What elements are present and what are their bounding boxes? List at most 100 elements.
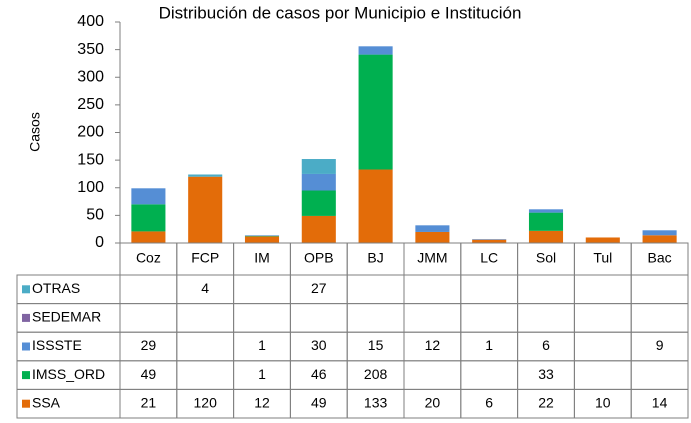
table-cell [119, 303, 178, 333]
table-cell [176, 360, 235, 390]
table-value: 49 [311, 394, 327, 410]
bar-segment [528, 230, 564, 243]
bar-segment [358, 54, 393, 170]
table-cell [403, 303, 462, 333]
y-tick-label: 50 [86, 207, 104, 224]
table-value: 14 [652, 394, 668, 410]
table-value: 49 [141, 366, 157, 382]
table-cell [460, 274, 519, 305]
chart-title: Distribución de casos por Municipio e In… [159, 3, 522, 22]
bar-segment [301, 190, 336, 216]
table-cell [233, 303, 291, 333]
legend-swatch [22, 371, 30, 380]
bar-segment [472, 239, 507, 243]
bar-segment [528, 209, 564, 213]
bar-segment [188, 174, 223, 177]
x-tick-label: JMM [417, 250, 447, 266]
table-value: 4 [201, 280, 209, 296]
x-tick-label: LC [480, 250, 498, 266]
bar-segment [528, 212, 564, 231]
table-cell [573, 303, 632, 333]
table-value: 27 [311, 280, 327, 296]
legend-swatch [22, 285, 30, 294]
table-cell [630, 388, 689, 419]
table-cell [119, 274, 178, 305]
table-cell [346, 303, 405, 333]
table-value: 33 [538, 366, 554, 382]
table-value: 21 [141, 394, 157, 410]
bar-segment [358, 46, 393, 55]
x-tick-label: FCP [191, 250, 219, 266]
table-value: 6 [485, 394, 493, 410]
bar-segment [244, 235, 280, 236]
table-cell [573, 274, 632, 305]
bar-segment [244, 236, 280, 243]
x-tick-label: BJ [367, 250, 383, 266]
table-cell [517, 274, 575, 305]
table-cell [176, 303, 235, 333]
bar-segment [358, 169, 393, 243]
bar-segment [188, 176, 223, 243]
x-tick-label: Tul [593, 250, 612, 266]
y-tick-label: 250 [77, 96, 104, 113]
bar-segment [642, 230, 677, 236]
table-cell [630, 274, 689, 305]
legend-swatch [22, 399, 30, 408]
legend-label: OTRAS [32, 280, 80, 296]
y-tick-label: 150 [77, 151, 104, 168]
table-value: 6 [542, 337, 550, 353]
bar-segment [131, 188, 166, 205]
table-cell [517, 303, 575, 333]
table-value: 12 [254, 394, 270, 410]
y-axis-title: Casos [27, 112, 43, 152]
table-cell [403, 360, 462, 390]
table-value: 10 [595, 394, 611, 410]
legend-swatch [22, 313, 30, 322]
bar-segment [472, 239, 507, 240]
table-cell [233, 274, 291, 305]
x-tick-label: IM [254, 250, 270, 266]
x-tick-label: Sol [536, 250, 556, 266]
bar-segment [301, 215, 336, 243]
table-value: 133 [364, 394, 388, 410]
table-value: 1 [485, 337, 493, 353]
y-tick-label: 350 [77, 41, 104, 58]
table-value: 12 [425, 337, 441, 353]
table-value: 120 [194, 394, 218, 410]
table-value: 1 [258, 366, 266, 382]
table-cell [289, 303, 348, 333]
bar-segment [131, 204, 166, 232]
y-tick-label: 0 [95, 234, 104, 251]
x-tick-label: OPB [304, 250, 334, 266]
table-value: 1 [258, 337, 266, 353]
table-cell [346, 274, 405, 305]
table-cell [176, 331, 235, 362]
x-tick-label: Bac [648, 250, 672, 266]
table-cell [630, 303, 689, 333]
legend-swatch [22, 342, 30, 351]
legend-label: SSA [32, 394, 61, 410]
bar-segment [415, 225, 450, 232]
legend-label: ISSSTE [32, 337, 82, 353]
y-tick-label: 300 [77, 68, 104, 85]
bar-segment [642, 235, 677, 243]
table-value: 46 [311, 366, 327, 382]
table-value: 30 [311, 337, 327, 353]
table-cell [573, 331, 632, 362]
bar-segment [301, 173, 336, 191]
table-value: 29 [141, 337, 157, 353]
table-value: 208 [364, 366, 388, 382]
bar-segment [301, 159, 336, 174]
table-value: 22 [538, 394, 554, 410]
table-value: 9 [656, 337, 664, 353]
bar-segment [131, 231, 166, 243]
table-cell [630, 360, 689, 390]
table-value: 15 [368, 337, 384, 353]
legend-label: IMSS_ORD [32, 366, 105, 382]
table-cell [573, 360, 632, 390]
y-tick-label: 400 [77, 13, 104, 30]
legend-label: SEDEMAR [32, 309, 101, 325]
x-tick-label: Coz [136, 250, 161, 266]
table-cell [403, 274, 462, 305]
